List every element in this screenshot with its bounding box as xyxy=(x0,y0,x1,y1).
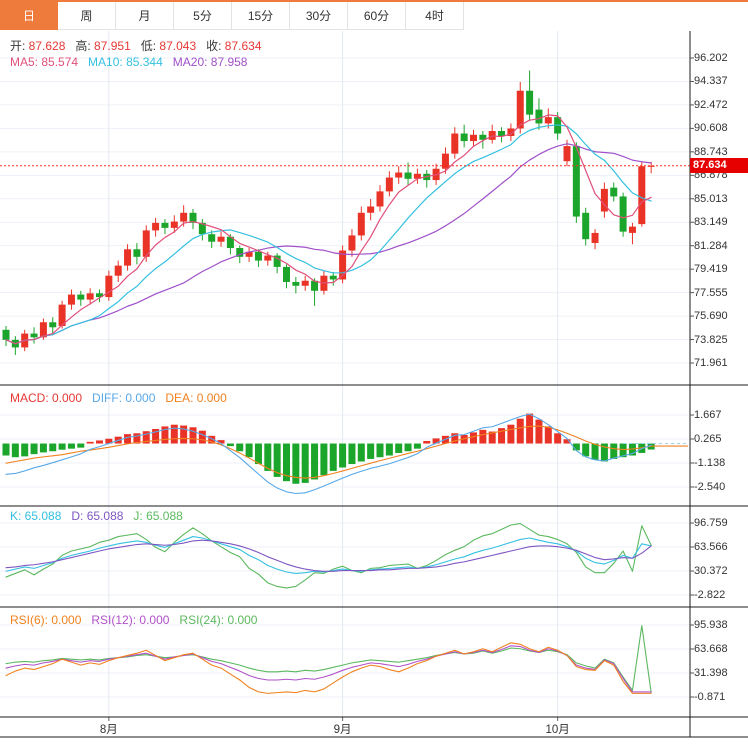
rsi-readout: RSI(6): 0.000 RSI(12): 0.000 RSI(24): 0.00… xyxy=(10,613,267,627)
price-axis-label: 94.337 xyxy=(694,75,728,88)
kdj-axis-label: 30.372 xyxy=(694,564,728,577)
rsi-row-item: RSI(24): 0.000 xyxy=(179,613,258,627)
ohlc-row-item: 开: 87.628 xyxy=(10,39,66,53)
kdj-row-item: D: 65.088 xyxy=(71,509,124,523)
kdj-axis-label: 96.759 xyxy=(694,517,728,529)
rsi-axis-label: -0.871 xyxy=(694,691,726,703)
ohlc-readout: 开: 87.628 高: 87.951 低: 87.043 收: 87.634 xyxy=(10,37,272,54)
price-axis-label: 77.555 xyxy=(694,286,728,299)
macd-axis-label: 1.667 xyxy=(694,409,722,421)
tab-30分[interactable]: 30分 xyxy=(290,2,348,30)
macd-axis-label: -2.540 xyxy=(694,481,726,493)
kdj-row-item: K: 65.088 xyxy=(10,509,62,523)
kdj-row-item: J: 65.088 xyxy=(133,509,183,523)
price-axis-label: 92.472 xyxy=(694,98,728,111)
price-axis-label: 96.202 xyxy=(694,52,728,64)
ma-readout: MA5: 85.574 MA10: 85.344 MA20: 87.958 xyxy=(10,55,257,69)
ohlc-row-item: 低: 87.043 xyxy=(140,39,197,53)
macd-readout: MACD: 0.000 DIFF: 0.000 DEA: 0.000 xyxy=(10,391,237,405)
ohlc-row-item: 收: 87.634 xyxy=(206,39,262,53)
tab-4时[interactable]: 4时 xyxy=(406,2,464,30)
rsi-row-item: RSI(6): 0.000 xyxy=(10,613,82,627)
rsi-axis-label: 95.938 xyxy=(694,619,728,631)
ma-row-item: MA10: 85.344 xyxy=(88,55,163,69)
tab-周[interactable]: 周 xyxy=(58,2,116,30)
kdj-axis-label: -2.822 xyxy=(694,589,726,601)
price-axis-label: 75.690 xyxy=(694,310,728,323)
price-axis-label: 88.743 xyxy=(694,145,728,158)
price-axis-label: 81.284 xyxy=(694,239,728,252)
macd-row-item: DEA: 0.000 xyxy=(165,391,227,405)
kdj-axis-label: 63.566 xyxy=(694,540,728,553)
price-axis-label: 85.013 xyxy=(694,192,728,205)
rsi-axis-label: 63.668 xyxy=(694,643,728,655)
price-axis-label: 71.961 xyxy=(694,357,728,369)
ma-row-item: MA5: 85.574 xyxy=(10,55,79,69)
tab-月[interactable]: 月 xyxy=(116,2,174,30)
price-axis-label: 90.608 xyxy=(694,122,728,135)
macd-row-item: DIFF: 0.000 xyxy=(92,391,156,405)
ohlc-row-item: 高: 87.951 xyxy=(75,39,131,53)
ma-row-item: MA20: 87.958 xyxy=(172,55,248,69)
timeframe-tab-bar: 日周月 5分 15分 30分 60分 4时 xyxy=(0,2,464,31)
tab-日[interactable]: 日 xyxy=(0,2,58,30)
price-axis-label: 73.825 xyxy=(694,333,728,346)
price-axis-label: 83.149 xyxy=(694,216,728,229)
month-label: 9月 xyxy=(333,724,352,736)
price-axis-label: 79.419 xyxy=(694,263,728,276)
rsi-row-item: RSI(12): 0.000 xyxy=(91,613,170,627)
accent-strip xyxy=(0,0,748,2)
kdj-readout: K: 65.088 D: 65.088 J: 65.088 xyxy=(10,509,193,523)
macd-row-item: MACD: 0.000 xyxy=(10,391,83,405)
month-label: 10月 xyxy=(545,724,570,736)
rsi-axis-label: 31.398 xyxy=(694,667,728,679)
tab-5分[interactable]: 5分 xyxy=(174,2,232,30)
month-label: 8月 xyxy=(99,724,118,736)
tab-15分[interactable]: 15分 xyxy=(232,2,290,30)
tab-60分[interactable]: 60分 xyxy=(348,2,406,30)
macd-axis-label: 0.265 xyxy=(694,432,722,445)
macd-axis-label: -1.138 xyxy=(694,457,726,469)
current-price-tag: 87.634 xyxy=(690,158,748,174)
